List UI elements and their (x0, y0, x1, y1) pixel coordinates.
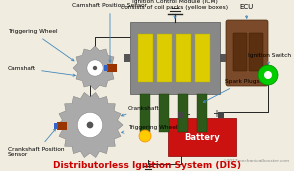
Text: +: + (212, 109, 220, 119)
Text: Distributorless Ignition System (DIS): Distributorless Ignition System (DIS) (53, 161, 241, 170)
Bar (159, 94, 169, 132)
FancyBboxPatch shape (233, 33, 247, 71)
Bar (138, 34, 153, 82)
Circle shape (264, 71, 272, 79)
Polygon shape (73, 46, 117, 90)
Text: ECU: ECU (239, 4, 253, 18)
Bar (176, 34, 191, 82)
Text: Camshaft Position Sensor: Camshaft Position Sensor (73, 3, 148, 62)
Text: Ignition Switch: Ignition Switch (248, 52, 291, 64)
Bar (124, 54, 130, 62)
Bar (157, 34, 172, 82)
Bar (178, 94, 188, 132)
Text: Spark Plugs: Spark Plugs (203, 80, 260, 102)
Bar (197, 94, 207, 132)
Bar (178, 112, 184, 118)
Text: -: - (187, 109, 190, 119)
Circle shape (87, 60, 103, 76)
Circle shape (93, 66, 97, 70)
Text: Triggering Wheel: Triggering Wheel (8, 30, 74, 61)
Text: Crankshaft Position
Sensor: Crankshaft Position Sensor (8, 129, 64, 157)
Bar (107, 64, 117, 72)
Circle shape (87, 122, 93, 128)
Polygon shape (57, 93, 123, 157)
Bar (218, 112, 224, 118)
Circle shape (139, 130, 151, 142)
Bar (130, 22, 220, 94)
Text: ©2017mechanicalbooster.com: ©2017mechanicalbooster.com (223, 159, 290, 163)
Bar (140, 94, 150, 132)
Text: Battery: Battery (184, 133, 220, 141)
Text: Ignition Control Module (ICM)
consists of coil packs (yellow boxes): Ignition Control Module (ICM) consists o… (121, 0, 228, 18)
Circle shape (258, 65, 278, 85)
Text: Crankshaft: Crankshaft (121, 106, 160, 116)
Bar (168, 118, 236, 156)
Text: Camshaft: Camshaft (8, 65, 75, 76)
Bar (104, 65, 108, 71)
Bar (57, 122, 67, 130)
FancyBboxPatch shape (249, 33, 263, 71)
Text: Triggering Wheel: Triggering Wheel (122, 126, 178, 133)
Bar (54, 123, 58, 129)
FancyBboxPatch shape (226, 20, 268, 86)
Circle shape (77, 112, 103, 138)
Bar (220, 54, 226, 62)
Bar (195, 34, 210, 82)
